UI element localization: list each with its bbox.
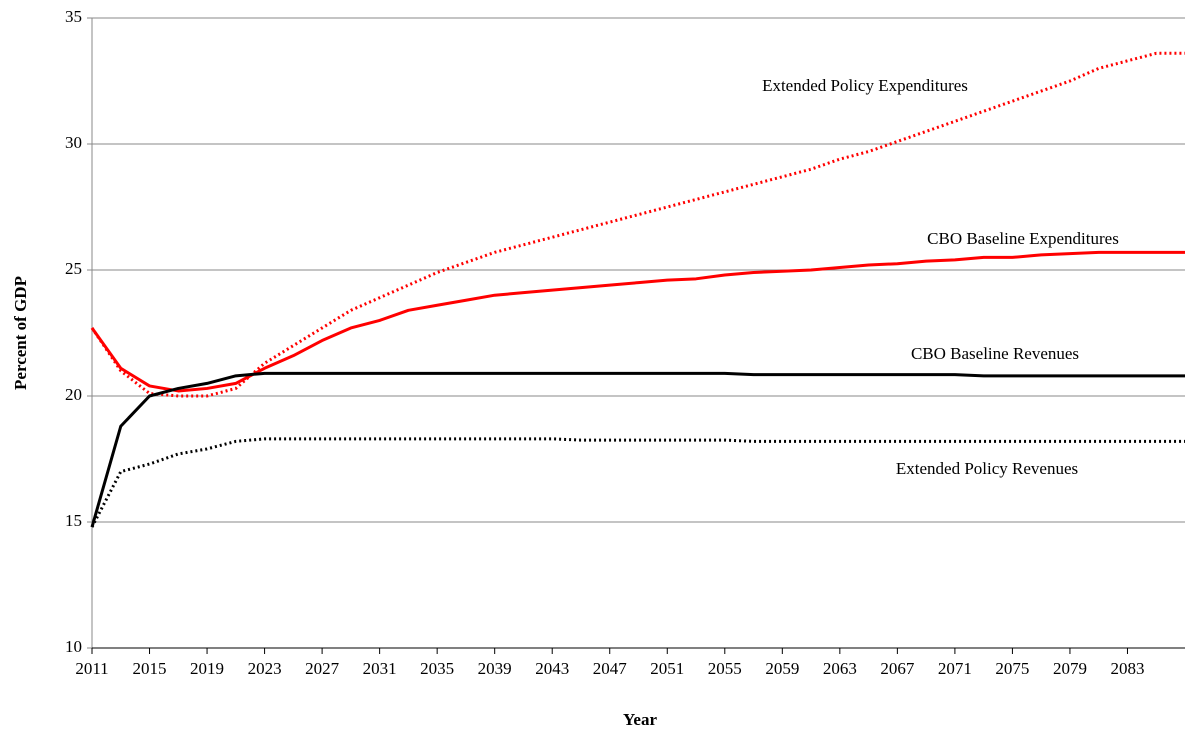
x-tick-label: 2019 — [190, 659, 224, 678]
y-tick-label: 10 — [65, 637, 82, 656]
x-tick-label: 2027 — [305, 659, 340, 678]
x-tick-label: 2071 — [938, 659, 972, 678]
x-tick-label: 2047 — [593, 659, 628, 678]
series-label: CBO Baseline Expenditures — [927, 229, 1119, 248]
y-tick-label: 30 — [65, 133, 82, 152]
y-tick-label: 20 — [65, 385, 82, 404]
x-tick-label: 2055 — [708, 659, 742, 678]
series-line — [90, 371, 1185, 528]
x-tick-label: 2083 — [1110, 659, 1144, 678]
x-tick-label: 2075 — [995, 659, 1029, 678]
x-tick-label: 2011 — [75, 659, 108, 678]
y-tick-label: 25 — [65, 259, 82, 278]
series-label: Extended Policy Revenues — [896, 459, 1078, 478]
x-tick-label: 2031 — [363, 659, 397, 678]
x-tick-label: 2059 — [765, 659, 799, 678]
x-tick-label: 2035 — [420, 659, 454, 678]
series-line — [90, 437, 1185, 528]
series-label: Extended Policy Expenditures — [762, 76, 968, 95]
x-tick-label: 2023 — [248, 659, 282, 678]
x-tick-label: 2067 — [880, 659, 915, 678]
y-tick-label: 15 — [65, 511, 82, 530]
x-tick-label: 2079 — [1053, 659, 1087, 678]
x-tick-label: 2043 — [535, 659, 569, 678]
x-axis-title: Year — [623, 710, 657, 729]
y-tick-label: 35 — [65, 7, 82, 26]
series-label: CBO Baseline Revenues — [911, 344, 1079, 363]
x-tick-label: 2051 — [650, 659, 684, 678]
x-tick-label: 2039 — [478, 659, 512, 678]
series-line — [90, 51, 1185, 398]
x-tick-label: 2063 — [823, 659, 857, 678]
series-line — [90, 250, 1185, 393]
x-tick-label: 2015 — [133, 659, 167, 678]
y-axis-title: Percent of GDP — [11, 276, 30, 390]
